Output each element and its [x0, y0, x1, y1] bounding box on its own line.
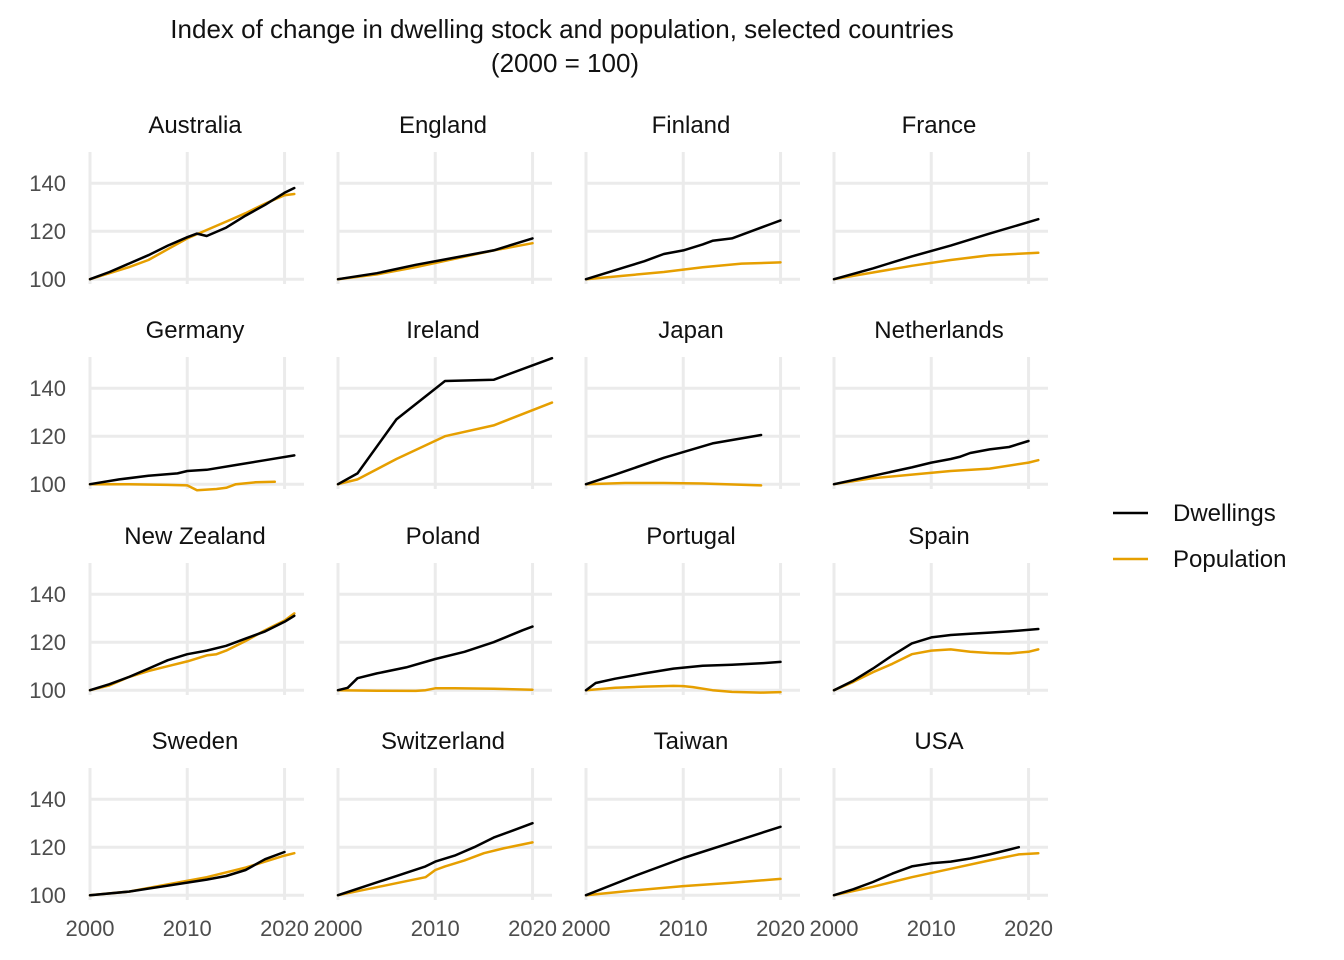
y-tick-label: 140 — [29, 376, 66, 401]
series-line-dwellings-new-zealand — [88, 614, 296, 692]
panel-japan: Japan — [584, 317, 800, 489]
series-line-dwellings-usa — [832, 845, 1021, 897]
series-line-population-usa — [832, 851, 1040, 897]
series-line-population-switzerland — [336, 841, 534, 897]
series-line-population-taiwan — [584, 877, 782, 897]
panel-germany: Germany 100 120 140 — [29, 317, 304, 497]
panel-ireland: Ireland — [336, 317, 554, 489]
legend-label-population: Population — [1173, 546, 1286, 573]
y-tick-label: 100 — [29, 883, 66, 908]
series-line-dwellings-portugal — [584, 660, 782, 692]
series-line-population-ireland — [336, 401, 554, 486]
series-line-dwellings-finland — [584, 219, 782, 281]
chart-subtitle: (2000 = 100) — [491, 48, 639, 78]
y-tick-label: 100 — [29, 472, 66, 497]
series-line-population-new-zealand — [88, 612, 296, 692]
x-tick-label: 2010 — [163, 916, 212, 941]
series-line-dwellings-switzerland — [336, 821, 534, 897]
y-tick-label: 140 — [29, 582, 66, 607]
x-tick-label: 2010 — [659, 916, 708, 941]
panel-title-finland: Finland — [652, 112, 731, 139]
series-line-population-germany — [88, 480, 277, 492]
panel-title-new-zealand: New Zealand — [124, 523, 265, 550]
y-tick-label: 100 — [29, 267, 66, 292]
series-line-population-japan — [584, 481, 763, 487]
facet-panels: Australia 100 120 140 England Finland France Ge… — [29, 112, 1053, 941]
panel-title-portugal: Portugal — [646, 523, 735, 550]
panel-title-germany: Germany — [146, 317, 245, 344]
panel-title-usa: USA — [914, 728, 963, 755]
panel-title-switzerland: Switzerland — [381, 728, 505, 755]
series-line-dwellings-germany — [88, 454, 296, 486]
panel-france: France — [832, 112, 1048, 284]
panel-title-spain: Spain — [908, 523, 969, 550]
x-tick-label: 2020 — [260, 916, 309, 941]
series-line-population-spain — [832, 648, 1040, 692]
series-line-dwellings-sweden — [88, 850, 286, 897]
panel-new-zealand: New Zealand 100 120 140 — [29, 523, 304, 703]
panel-title-taiwan: Taiwan — [654, 728, 729, 755]
panel-title-ireland: Ireland — [406, 317, 479, 344]
series-line-population-france — [832, 251, 1040, 281]
x-tick-label: 2020 — [508, 916, 557, 941]
series-line-population-poland — [336, 687, 534, 693]
panel-title-france: France — [902, 112, 977, 139]
series-line-dwellings-australia — [88, 186, 296, 281]
panel-title-australia: Australia — [148, 112, 242, 139]
series-line-dwellings-ireland — [336, 356, 554, 486]
series-line-dwellings-poland — [336, 625, 534, 692]
y-tick-label: 120 — [29, 835, 66, 860]
panel-title-poland: Poland — [406, 523, 481, 550]
series-line-dwellings-spain — [832, 627, 1040, 692]
series-line-population-netherlands — [832, 458, 1040, 486]
series-line-dwellings-netherlands — [832, 439, 1030, 486]
panel-title-netherlands: Netherlands — [874, 317, 1003, 344]
panel-poland: Poland — [336, 523, 552, 695]
panel-usa: USA 2000 2010 2020 — [810, 728, 1053, 941]
y-tick-label: 120 — [29, 630, 66, 655]
series-line-population-portugal — [584, 684, 782, 694]
y-tick-label: 140 — [29, 787, 66, 812]
panel-title-england: England — [399, 112, 487, 139]
panel-title-sweden: Sweden — [152, 728, 239, 755]
series-line-dwellings-japan — [584, 433, 763, 486]
series-line-dwellings-taiwan — [584, 825, 782, 897]
chart-title: Index of change in dwelling stock and po… — [170, 14, 953, 44]
x-tick-label: 2000 — [810, 916, 859, 941]
panel-title-japan: Japan — [658, 317, 723, 344]
panel-australia: Australia 100 120 140 — [29, 112, 304, 292]
y-tick-label: 140 — [29, 171, 66, 196]
x-tick-label: 2000 — [314, 916, 363, 941]
panel-finland: Finland — [584, 112, 800, 284]
panel-england: England — [336, 112, 552, 284]
x-tick-label: 2000 — [66, 916, 115, 941]
panel-spain: Spain — [832, 523, 1048, 695]
legend: Dwellings Population — [1113, 500, 1286, 573]
panel-netherlands: Netherlands — [832, 317, 1048, 489]
series-line-dwellings-france — [832, 217, 1040, 281]
series-line-dwellings-england — [336, 237, 534, 281]
y-tick-label: 100 — [29, 678, 66, 703]
y-tick-label: 120 — [29, 219, 66, 244]
series-line-population-finland — [584, 261, 782, 281]
y-tick-label: 120 — [29, 424, 66, 449]
x-tick-label: 2000 — [562, 916, 611, 941]
x-tick-label: 2020 — [756, 916, 805, 941]
x-tick-label: 2010 — [907, 916, 956, 941]
legend-label-dwellings: Dwellings — [1173, 500, 1276, 527]
panel-switzerland: Switzerland 2000 2010 2020 — [314, 728, 557, 941]
panel-portugal: Portugal — [584, 523, 800, 695]
panel-sweden: Sweden 100 120 140 2000 2010 2020 — [29, 728, 309, 941]
x-tick-label: 2020 — [1004, 916, 1053, 941]
panel-taiwan: Taiwan 2000 2010 2020 — [562, 728, 805, 941]
x-tick-label: 2010 — [411, 916, 460, 941]
